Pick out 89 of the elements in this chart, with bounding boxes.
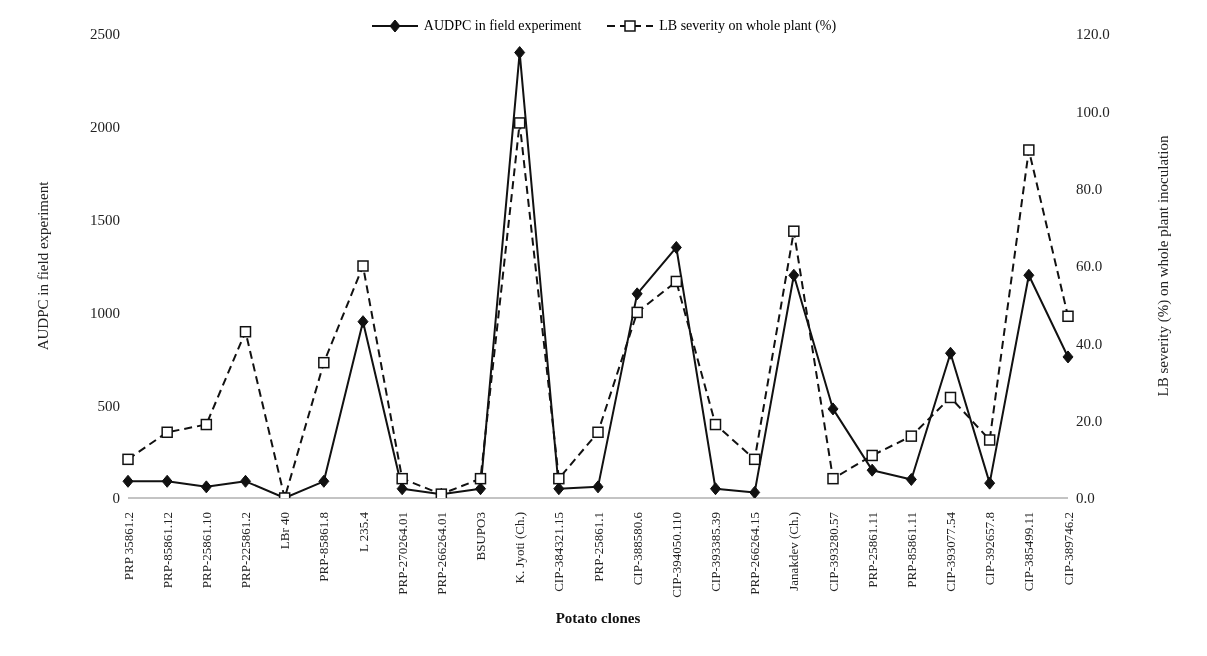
point xyxy=(592,480,604,494)
x-tick-label: PRP-270264.01 xyxy=(394,512,410,595)
x-tick-label: L 235.4 xyxy=(355,511,371,552)
point xyxy=(513,117,526,129)
point xyxy=(318,356,330,369)
x-tick-label: Janakdev (Ch.) xyxy=(786,512,802,591)
point xyxy=(670,240,682,254)
point xyxy=(945,346,956,360)
point xyxy=(631,306,643,319)
point xyxy=(161,426,173,439)
point xyxy=(357,260,369,272)
point xyxy=(905,472,917,486)
y2-tick-label: 120.0 xyxy=(1076,26,1110,43)
x-tick-label: CIP-385499.11 xyxy=(1021,512,1037,592)
x-tick-label: CIP-394050.110 xyxy=(668,512,684,598)
point xyxy=(396,482,408,496)
x-tick-label: BSUPO3 xyxy=(473,512,488,561)
x-tick-label: PRP-25861.10 xyxy=(198,512,214,589)
point xyxy=(983,434,996,446)
x-tick-label: PRP-25861.1 xyxy=(590,512,606,582)
point xyxy=(788,268,800,282)
y2-tick-label: 60.0 xyxy=(1076,258,1103,275)
y-axis-title: AUDPC in field experiment xyxy=(35,180,52,351)
point xyxy=(514,46,526,60)
point xyxy=(161,474,173,488)
y-tick-label: 2500 xyxy=(90,26,120,43)
legend-label: AUDPC in field experiment xyxy=(423,18,582,34)
y2-tick-label: 40.0 xyxy=(1076,335,1103,352)
point xyxy=(318,474,330,488)
point xyxy=(670,275,683,288)
x-tick-label: PRP-225861.2 xyxy=(238,512,253,589)
point xyxy=(200,480,212,494)
point xyxy=(475,482,486,496)
point xyxy=(866,449,878,462)
point xyxy=(122,453,134,466)
point xyxy=(788,225,800,237)
point xyxy=(1023,268,1035,282)
x-tick-label: PRP-85861.12 xyxy=(159,512,175,589)
point xyxy=(748,453,761,466)
y-tick-label: 500 xyxy=(97,397,120,414)
x-tick-label: CIP-393077.54 xyxy=(943,511,958,592)
x-tick-label: CIP-393280.57 xyxy=(825,511,841,592)
x-tick-label: K. Jyoti (Ch.) xyxy=(512,512,528,584)
point xyxy=(592,426,604,439)
x-tick-label: PRP-266264.15 xyxy=(747,512,763,595)
x-tick-label: CIP-389746.2 xyxy=(1060,512,1076,586)
point xyxy=(866,463,878,477)
x-axis-title: Potato clones xyxy=(555,610,641,626)
point xyxy=(122,474,134,488)
x-tick-label: PRP-85861.8 xyxy=(316,512,332,582)
y-tick-label: 1500 xyxy=(90,211,120,228)
x-tick-label: CIP-393385.39 xyxy=(708,512,723,592)
point xyxy=(240,474,251,488)
x-tick-label: PRP 35861.2 xyxy=(120,512,136,581)
y-tick-label: 1000 xyxy=(90,304,120,321)
x-tick-label: CIP-384321.15 xyxy=(551,512,567,592)
x-tick-label: PRP-25861.11 xyxy=(864,512,880,588)
y2-tick-label: 20.0 xyxy=(1076,412,1103,429)
point xyxy=(905,430,918,442)
point xyxy=(1062,310,1074,323)
x-tick-label: LBr 40 xyxy=(277,512,293,550)
point xyxy=(827,472,839,485)
x-tick-label: PRP-85861.11 xyxy=(903,512,919,588)
point xyxy=(710,482,721,496)
y-tick-label: 0 xyxy=(112,490,120,507)
x-tick-label: CIP-392657.8 xyxy=(982,512,998,586)
point xyxy=(553,472,565,485)
y2-axis-title: LB severity (%) on whole plant inoculation xyxy=(1155,135,1173,397)
y2-tick-label: 100.0 xyxy=(1076,103,1110,120)
x-tick-label: CIP-388580.6 xyxy=(629,511,645,586)
point xyxy=(631,287,643,301)
point xyxy=(709,418,722,431)
point xyxy=(1023,144,1035,156)
point xyxy=(357,315,369,329)
y2-tick-label: 80.0 xyxy=(1076,180,1103,197)
point xyxy=(749,485,761,498)
point xyxy=(239,325,252,338)
point xyxy=(553,482,565,496)
point xyxy=(944,391,957,404)
legend-label: LB severity on whole plant (%) xyxy=(659,18,837,34)
point xyxy=(200,418,213,431)
point xyxy=(396,472,408,485)
point xyxy=(984,476,996,490)
x-tick-label: PRP-266264.01 xyxy=(433,512,449,595)
point xyxy=(827,402,839,416)
point xyxy=(1062,350,1074,364)
y-tick-label: 2000 xyxy=(90,119,120,136)
y2-tick-label: 0.0 xyxy=(1076,490,1095,507)
point xyxy=(474,472,487,485)
